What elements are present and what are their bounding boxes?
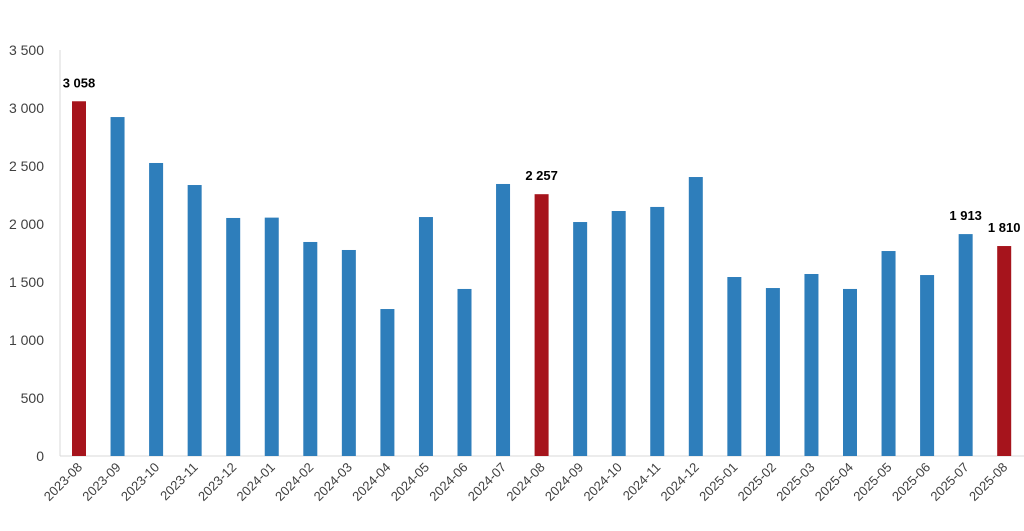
x-tick-label: 2024-01 (234, 460, 278, 504)
x-tick-label: 2024-03 (311, 460, 355, 504)
x-tick-label: 2024-05 (388, 460, 432, 504)
x-tick-label: 2025-07 (927, 460, 971, 504)
bar-2025-04 (843, 288, 857, 456)
x-tick-label: 2025-01 (696, 460, 740, 504)
data-label: 1 913 (949, 208, 982, 223)
bar-2025-05 (881, 251, 896, 456)
y-tick-label: 0 (36, 448, 44, 464)
bar-2024-10 (611, 211, 626, 456)
bar-2024-11 (650, 206, 665, 456)
x-tick-label: 2023-10 (118, 460, 162, 504)
x-tick-label: 2025-06 (889, 460, 933, 504)
y-tick-label: 3 500 (9, 42, 44, 58)
y-tick-label: 2 000 (9, 216, 44, 232)
x-tick-label: 2025-04 (812, 460, 856, 504)
x-tick-label: 2024-10 (580, 460, 624, 504)
x-tick-label: 2025-02 (735, 460, 779, 504)
x-tick-label: 2024-06 (426, 460, 470, 504)
x-tick-label: 2024-04 (349, 460, 393, 504)
bar-2025-07 (958, 234, 973, 456)
data-label: 3 058 (63, 75, 96, 90)
x-tick-label: 2024-08 (503, 460, 547, 504)
data-label: 1 810 (988, 220, 1021, 235)
bar-2024-07 (496, 183, 511, 457)
bar-2024-12 (688, 177, 703, 456)
x-tick-label: 2024-12 (658, 460, 702, 504)
x-tick-label: 2024-11 (620, 460, 664, 504)
data-label: 2 257 (525, 168, 558, 183)
bar-2024-03 (341, 249, 356, 456)
bar-2024-01 (264, 217, 279, 456)
bar-2024-06 (457, 288, 472, 456)
x-tick-label: 2025-08 (966, 460, 1010, 504)
y-tick-label: 1 500 (9, 274, 44, 290)
bar-2025-06 (920, 275, 935, 456)
bar-2024-02 (303, 241, 318, 456)
y-tick-label: 1 000 (9, 332, 44, 348)
x-tick-label: 2024-07 (465, 460, 509, 504)
bar-2023-11 (187, 185, 202, 457)
bar-2024-05 (418, 217, 433, 456)
x-tick-label: 2023-11 (157, 460, 201, 504)
x-tick-label: 2023-09 (79, 460, 123, 504)
y-tick-label: 500 (21, 390, 45, 406)
x-tick-label: 2023-12 (195, 460, 239, 504)
x-tick-label: 2025-05 (850, 460, 894, 504)
bar-2024-04 (380, 309, 395, 456)
bar-2025-02 (765, 288, 780, 456)
x-tick-label: 2023-08 (41, 460, 85, 504)
bar-2025-01 (727, 277, 742, 456)
bar-2023-12 (226, 217, 241, 456)
y-tick-label: 2 500 (9, 158, 44, 174)
bar-2025-08 (997, 246, 1012, 456)
bar-2025-03 (804, 273, 819, 456)
bar-2024-09 (573, 222, 588, 456)
y-tick-label: 3 000 (9, 100, 44, 116)
bar-2023-08 (72, 101, 86, 456)
bar-2023-09 (110, 117, 125, 456)
x-tick-label: 2024-02 (272, 460, 316, 504)
bar-2023-10 (149, 162, 164, 456)
x-tick-label: 2024-09 (542, 460, 586, 504)
bar-2024-08 (534, 194, 549, 457)
x-tick-label: 2025-03 (773, 460, 817, 504)
